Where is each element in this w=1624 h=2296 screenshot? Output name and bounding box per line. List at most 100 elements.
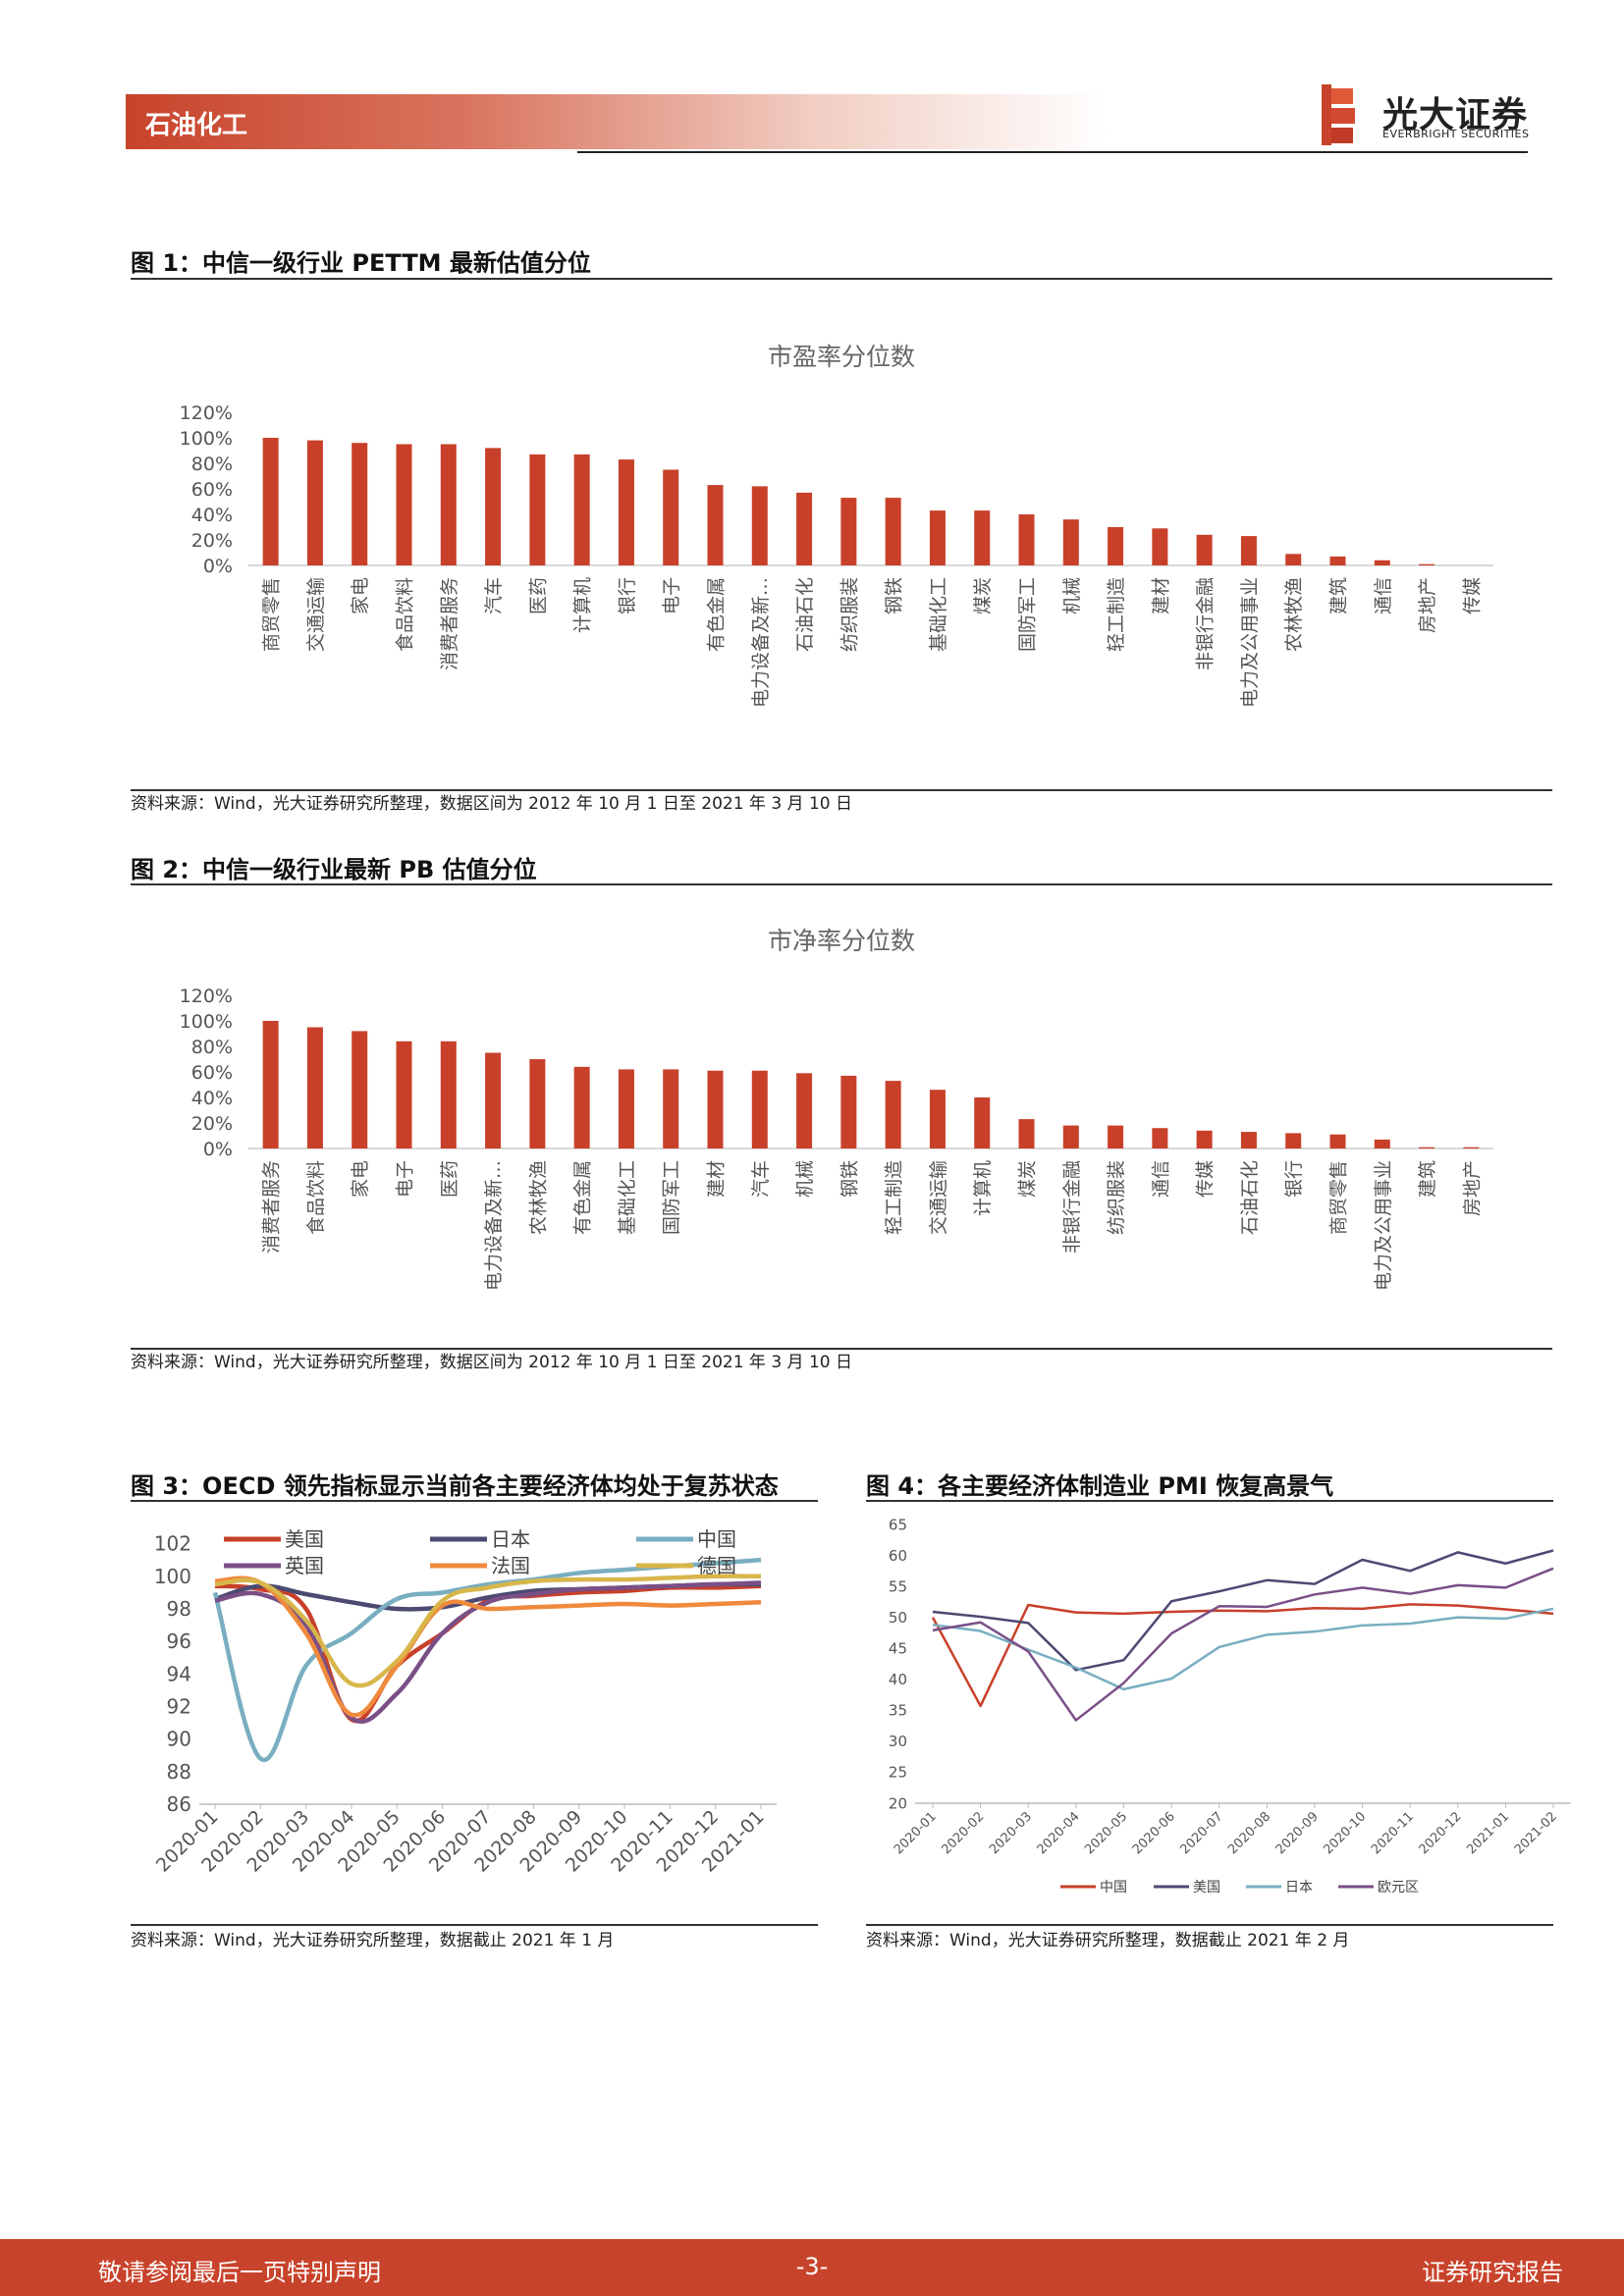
bar — [574, 454, 590, 565]
fig3-title-rule — [131, 1500, 818, 1502]
bar — [1152, 528, 1167, 565]
x-tick-label: 食品饮料 — [305, 1160, 327, 1235]
chart-title: 市盈率分位数 — [768, 343, 915, 371]
legend-label: 中国 — [1100, 1880, 1127, 1896]
x-tick-label: 国防军工 — [1017, 577, 1039, 652]
x-tick-label: 基础化工 — [928, 577, 949, 652]
fig1-source: 资料来源：Wind，光大证券研究所整理，数据区间为 2012 年 10 月 1 … — [131, 789, 852, 814]
bar — [529, 454, 545, 565]
fig4-title-rule — [866, 1500, 1553, 1502]
bar — [930, 1090, 946, 1148]
y-tick-label: 20% — [191, 530, 233, 552]
x-tick-label: 传媒 — [1461, 577, 1483, 614]
x-tick-label: 农林牧渔 — [1283, 577, 1305, 652]
bar — [529, 1059, 545, 1148]
x-tick-label: 食品饮料 — [395, 577, 416, 652]
y-tick-label: 92 — [167, 1694, 191, 1718]
x-tick-label: 消费者服务 — [261, 1160, 283, 1254]
bar — [796, 1073, 812, 1148]
y-tick-label: 20% — [191, 1113, 233, 1135]
legend-label: 法国 — [491, 1554, 530, 1577]
x-tick-label: 2021-01 — [1464, 1809, 1512, 1857]
y-tick-label: 86 — [167, 1792, 191, 1816]
x-tick-label: 机械 — [794, 1160, 816, 1198]
y-tick-label: 98 — [167, 1597, 191, 1621]
bar — [930, 510, 946, 565]
y-tick-label: 0% — [203, 556, 233, 577]
y-tick-label: 102 — [154, 1532, 191, 1556]
fig4-source: 资料来源：Wind，光大证券研究所整理，数据截止 2021 年 2 月 — [866, 1926, 1349, 1950]
legend-label: 日本 — [1285, 1880, 1313, 1896]
y-tick-label: 60% — [191, 1062, 233, 1084]
x-tick-label: 房地产 — [1461, 1160, 1483, 1216]
x-tick-label: 纺织服装 — [1106, 1160, 1127, 1235]
y-tick-label: 80% — [191, 1037, 233, 1058]
legend-label: 日本 — [491, 1527, 530, 1551]
x-tick-label: 纺织服装 — [839, 577, 860, 652]
y-tick-label: 55 — [889, 1577, 907, 1595]
x-tick-label: 建材 — [1150, 577, 1171, 614]
x-tick-label: 电子 — [395, 1160, 416, 1198]
x-tick-label: 医药 — [527, 577, 549, 614]
bar — [840, 1076, 856, 1148]
y-tick-label: 40% — [191, 1088, 233, 1109]
y-tick-label: 45 — [889, 1639, 907, 1657]
fig3-source: 资料来源：Wind，光大证券研究所整理，数据截止 2021 年 1 月 — [131, 1926, 614, 1950]
bar — [1285, 554, 1301, 565]
x-tick-label: 有色金属 — [706, 577, 728, 652]
bar — [1197, 1131, 1213, 1148]
x-tick-label: 石油石化 — [1239, 1160, 1261, 1235]
y-tick-label: 30 — [889, 1733, 907, 1750]
x-tick-label: 国防军工 — [661, 1160, 682, 1235]
fig1-title: 图 1：中信一级行业 PETTM 最新估值分位 — [131, 243, 591, 278]
header-section-band: 石油化工 — [126, 94, 1108, 149]
bar — [1197, 535, 1213, 565]
x-tick-label: 建筑 — [1417, 1160, 1438, 1198]
x-tick-label: 煤炭 — [1017, 1160, 1039, 1198]
everbright-logo-icon — [1322, 84, 1357, 145]
bar — [663, 1069, 678, 1148]
bar — [840, 498, 856, 565]
series-line — [933, 1569, 1553, 1721]
pe-percentile-bar-chart: 市盈率分位数0%20%40%60%80%100%120%商贸零售 交通运输 家电 食品… — [131, 324, 1552, 785]
x-tick-label: 机械 — [1061, 577, 1083, 614]
oecd-leading-indicator-line-chart: 868890929496981001022020-012020-022020-0… — [131, 1510, 818, 1922]
x-tick-label: 轻工制造 — [884, 1160, 905, 1235]
bar — [352, 1031, 367, 1148]
bar — [263, 438, 279, 565]
y-tick-label: 80% — [191, 454, 233, 475]
footer-disclaimer: 敬请参阅最后一页特别声明 — [98, 2253, 381, 2287]
x-tick-label: 2020-09 — [1273, 1809, 1322, 1857]
x-tick-label: 商贸零售 — [1328, 1160, 1350, 1235]
x-tick-label: 钢铁 — [839, 1160, 860, 1198]
fig4-title: 图 4：各主要经济体制造业 PMI 恢复高景气 — [866, 1467, 1333, 1501]
bar — [796, 493, 812, 565]
x-tick-label: 建筑 — [1328, 577, 1350, 614]
bar — [307, 1028, 323, 1149]
chart-title: 市净率分位数 — [768, 927, 915, 955]
bar — [663, 470, 678, 566]
bar — [397, 445, 412, 566]
x-tick-label: 汽车 — [750, 1160, 772, 1198]
bar — [263, 1021, 279, 1148]
bar — [886, 498, 901, 565]
bar — [1285, 1133, 1301, 1148]
x-tick-label: 非银行金融 — [1195, 577, 1217, 670]
bar — [485, 1053, 501, 1149]
x-tick-label: 消费者服务 — [439, 577, 460, 670]
x-tick-label: 计算机 — [972, 1160, 994, 1216]
x-tick-label: 房地产 — [1417, 577, 1438, 633]
x-tick-label: 煤炭 — [972, 577, 994, 614]
x-tick-label: 医药 — [439, 1160, 460, 1198]
x-tick-label: 2020-06 — [1130, 1809, 1178, 1857]
x-tick-label: 2020-08 — [1225, 1809, 1273, 1857]
x-tick-label: 基础化工 — [617, 1160, 638, 1235]
x-tick-label: 交通运输 — [305, 577, 327, 652]
y-tick-label: 100% — [180, 1011, 233, 1033]
y-tick-label: 120% — [180, 402, 233, 424]
y-tick-label: 40% — [191, 505, 233, 526]
y-tick-label: 65 — [889, 1516, 907, 1533]
bar — [619, 1069, 634, 1148]
x-tick-label: 非银行金融 — [1061, 1160, 1083, 1254]
